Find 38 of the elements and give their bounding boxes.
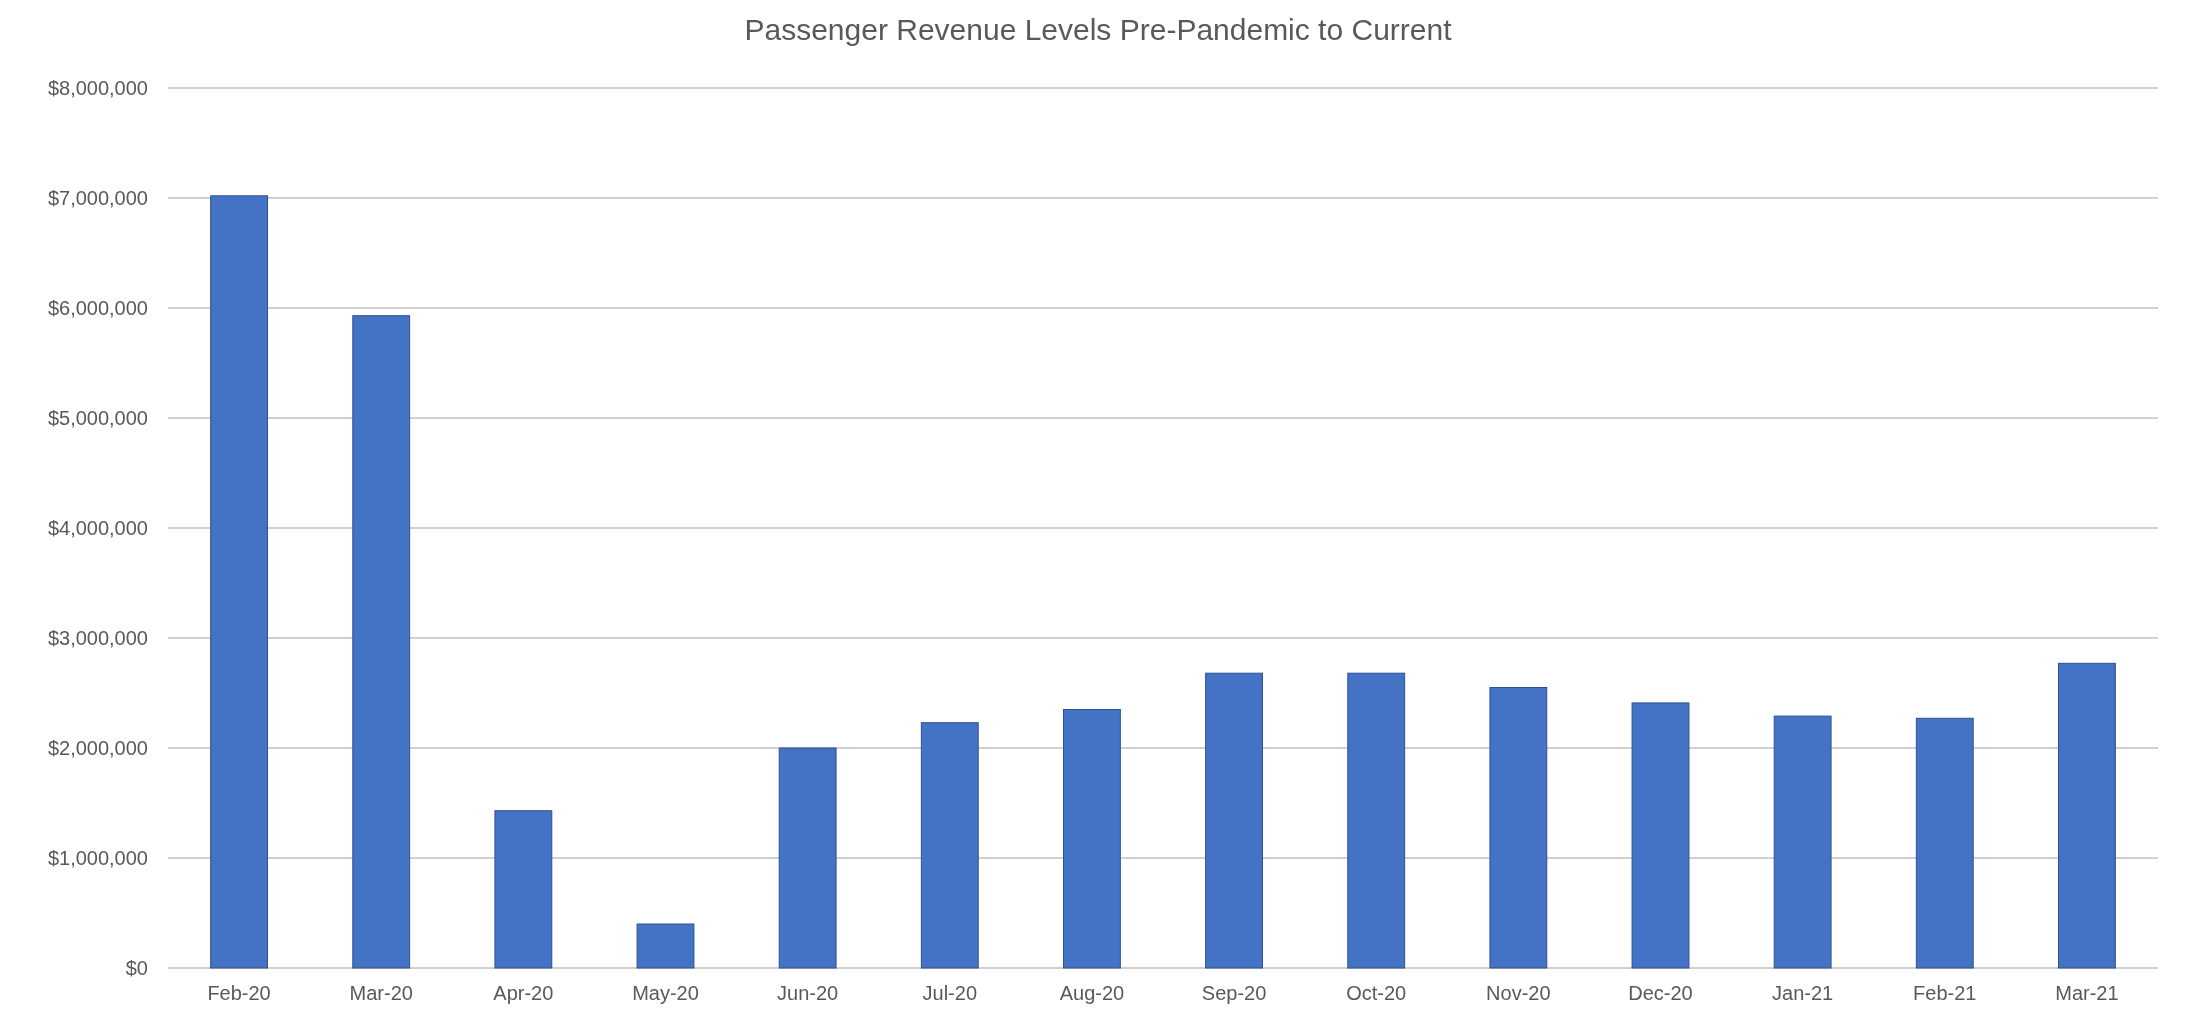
y-tick-label: $5,000,000: [47, 407, 148, 429]
x-tick-label: Jun-20: [777, 982, 839, 1004]
bar: [1489, 687, 1548, 969]
y-tick-label: $6,000,000: [47, 297, 148, 319]
bar: [1347, 672, 1406, 969]
bar: [1773, 715, 1832, 969]
x-tick-label: Feb-20: [207, 982, 271, 1004]
x-tick-label: Feb-21: [1913, 982, 1977, 1004]
chart-title: Passenger Revenue Levels Pre-Pandemic to Current: [744, 13, 1453, 46]
y-tick-label: $1,000,000: [47, 847, 148, 869]
x-tick-label: Mar-20: [349, 982, 413, 1004]
x-tick-label: Dec-20: [1628, 982, 1693, 1004]
y-tick-label: $0: [125, 957, 148, 979]
bar: [352, 315, 411, 969]
y-tick-label: $7,000,000: [47, 187, 148, 209]
x-tick-label: Nov-20: [1486, 982, 1551, 1004]
x-tick-label: Apr-20: [493, 982, 554, 1004]
bar: [1063, 709, 1121, 969]
x-tick-label: May-20: [632, 982, 699, 1004]
bar: [920, 722, 979, 969]
bar: [1205, 672, 1263, 969]
bar: [1915, 717, 1974, 969]
x-tick-label: Oct-20: [1346, 982, 1407, 1004]
bar: [494, 810, 553, 969]
x-tick-label: Sep-20: [1201, 982, 1267, 1004]
y-tick-label: $4,000,000: [47, 517, 148, 539]
bar: [1631, 702, 1690, 969]
bar: [2058, 662, 2116, 969]
x-tick-label: Jan-21: [1772, 982, 1834, 1004]
x-tick-label: Jul-20: [922, 982, 978, 1004]
bar: [210, 195, 268, 969]
y-tick-label: $8,000,000: [47, 77, 148, 99]
x-tick-label: Mar-21: [2055, 982, 2119, 1004]
x-tick-label: Aug-20: [1059, 982, 1125, 1004]
bar: [778, 747, 837, 969]
y-tick-label: $3,000,000: [47, 627, 148, 649]
y-tick-label: $2,000,000: [47, 737, 148, 759]
bar: [636, 923, 695, 969]
